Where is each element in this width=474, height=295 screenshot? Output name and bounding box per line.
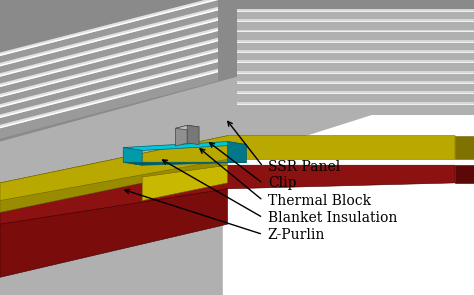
Polygon shape (455, 136, 474, 159)
Text: Blanket Insulation: Blanket Insulation (268, 211, 397, 225)
Polygon shape (237, 42, 474, 43)
Polygon shape (0, 21, 218, 87)
Polygon shape (237, 83, 474, 84)
Polygon shape (237, 94, 474, 105)
Text: SSR Panel: SSR Panel (268, 160, 340, 174)
Polygon shape (0, 17, 218, 77)
Polygon shape (123, 142, 246, 150)
Polygon shape (223, 83, 474, 295)
Polygon shape (0, 165, 455, 224)
Polygon shape (237, 52, 474, 53)
Polygon shape (0, 19, 218, 77)
Polygon shape (237, 19, 474, 22)
Polygon shape (237, 81, 474, 84)
Polygon shape (0, 0, 218, 56)
Polygon shape (175, 125, 199, 130)
Polygon shape (0, 69, 218, 128)
Polygon shape (237, 30, 474, 32)
Polygon shape (0, 60, 218, 118)
Polygon shape (237, 12, 474, 22)
Polygon shape (237, 62, 474, 63)
Polygon shape (0, 50, 218, 108)
Polygon shape (0, 0, 474, 142)
Polygon shape (0, 48, 218, 108)
Polygon shape (0, 41, 218, 108)
Polygon shape (0, 52, 218, 118)
Polygon shape (0, 62, 218, 128)
Polygon shape (0, 27, 218, 87)
Polygon shape (187, 125, 199, 145)
Polygon shape (237, 53, 474, 63)
Text: Clip: Clip (268, 176, 296, 191)
Polygon shape (237, 11, 474, 12)
Polygon shape (237, 73, 474, 74)
Polygon shape (0, 72, 218, 139)
Text: Z-Purlin: Z-Purlin (268, 227, 325, 242)
Polygon shape (237, 22, 474, 32)
Polygon shape (0, 10, 218, 77)
Polygon shape (237, 91, 474, 94)
Polygon shape (237, 84, 474, 94)
Polygon shape (237, 102, 474, 105)
Polygon shape (237, 50, 474, 53)
Polygon shape (237, 9, 474, 12)
Polygon shape (0, 0, 218, 56)
Polygon shape (237, 93, 474, 94)
Polygon shape (237, 21, 474, 22)
Polygon shape (228, 142, 246, 162)
Polygon shape (237, 32, 474, 43)
Polygon shape (237, 60, 474, 63)
Polygon shape (0, 30, 218, 87)
Polygon shape (237, 31, 474, 32)
Polygon shape (0, 40, 218, 97)
Text: Thermal Block: Thermal Block (268, 194, 371, 208)
Polygon shape (237, 105, 474, 115)
Polygon shape (123, 162, 246, 165)
Polygon shape (0, 165, 228, 277)
Polygon shape (123, 148, 142, 165)
Polygon shape (0, 31, 218, 97)
Polygon shape (0, 0, 218, 66)
Polygon shape (0, 58, 218, 118)
Polygon shape (455, 165, 474, 183)
Polygon shape (237, 63, 474, 74)
Polygon shape (0, 136, 455, 201)
Polygon shape (237, 43, 474, 53)
Polygon shape (237, 104, 474, 105)
Polygon shape (237, 40, 474, 43)
Polygon shape (0, 38, 218, 97)
Polygon shape (142, 165, 228, 201)
Polygon shape (0, 9, 218, 66)
Polygon shape (175, 125, 187, 146)
Polygon shape (0, 136, 228, 212)
Polygon shape (237, 74, 474, 84)
Polygon shape (0, 71, 218, 128)
Polygon shape (0, 7, 218, 66)
Polygon shape (237, 71, 474, 74)
